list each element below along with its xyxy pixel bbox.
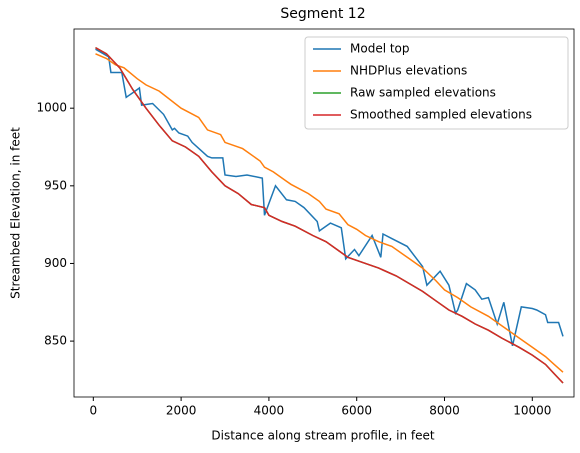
legend-box	[304, 36, 569, 130]
y-tick-label: 1000	[36, 101, 67, 115]
series-line	[95, 46, 564, 384]
y-axis-label: Streambed Elevation, in feet	[9, 127, 23, 299]
x-tick-label: 10000	[513, 404, 551, 418]
x-tick-label: 4000	[254, 404, 285, 418]
legend-label: Raw sampled elevations	[350, 86, 496, 100]
x-tick-label: 8000	[429, 404, 460, 418]
series-line	[95, 48, 564, 346]
x-tick-label: 6000	[341, 404, 372, 418]
legend-label: NHDPlus elevations	[350, 64, 467, 78]
x-tick-label: 2000	[166, 404, 197, 418]
x-tick-label: 0	[89, 404, 97, 418]
legend-label: Model top	[350, 42, 410, 56]
chart-title: Segment 12	[280, 6, 365, 22]
y-tick-label: 900	[44, 256, 67, 270]
x-axis-label: Distance along stream profile, in feet	[211, 429, 434, 443]
legend-label: Smoothed sampled elevations	[350, 108, 532, 122]
plot-frame	[73, 28, 575, 398]
y-tick-label: 850	[44, 334, 67, 348]
y-tick-label: 950	[44, 178, 67, 192]
series-line	[95, 53, 564, 373]
